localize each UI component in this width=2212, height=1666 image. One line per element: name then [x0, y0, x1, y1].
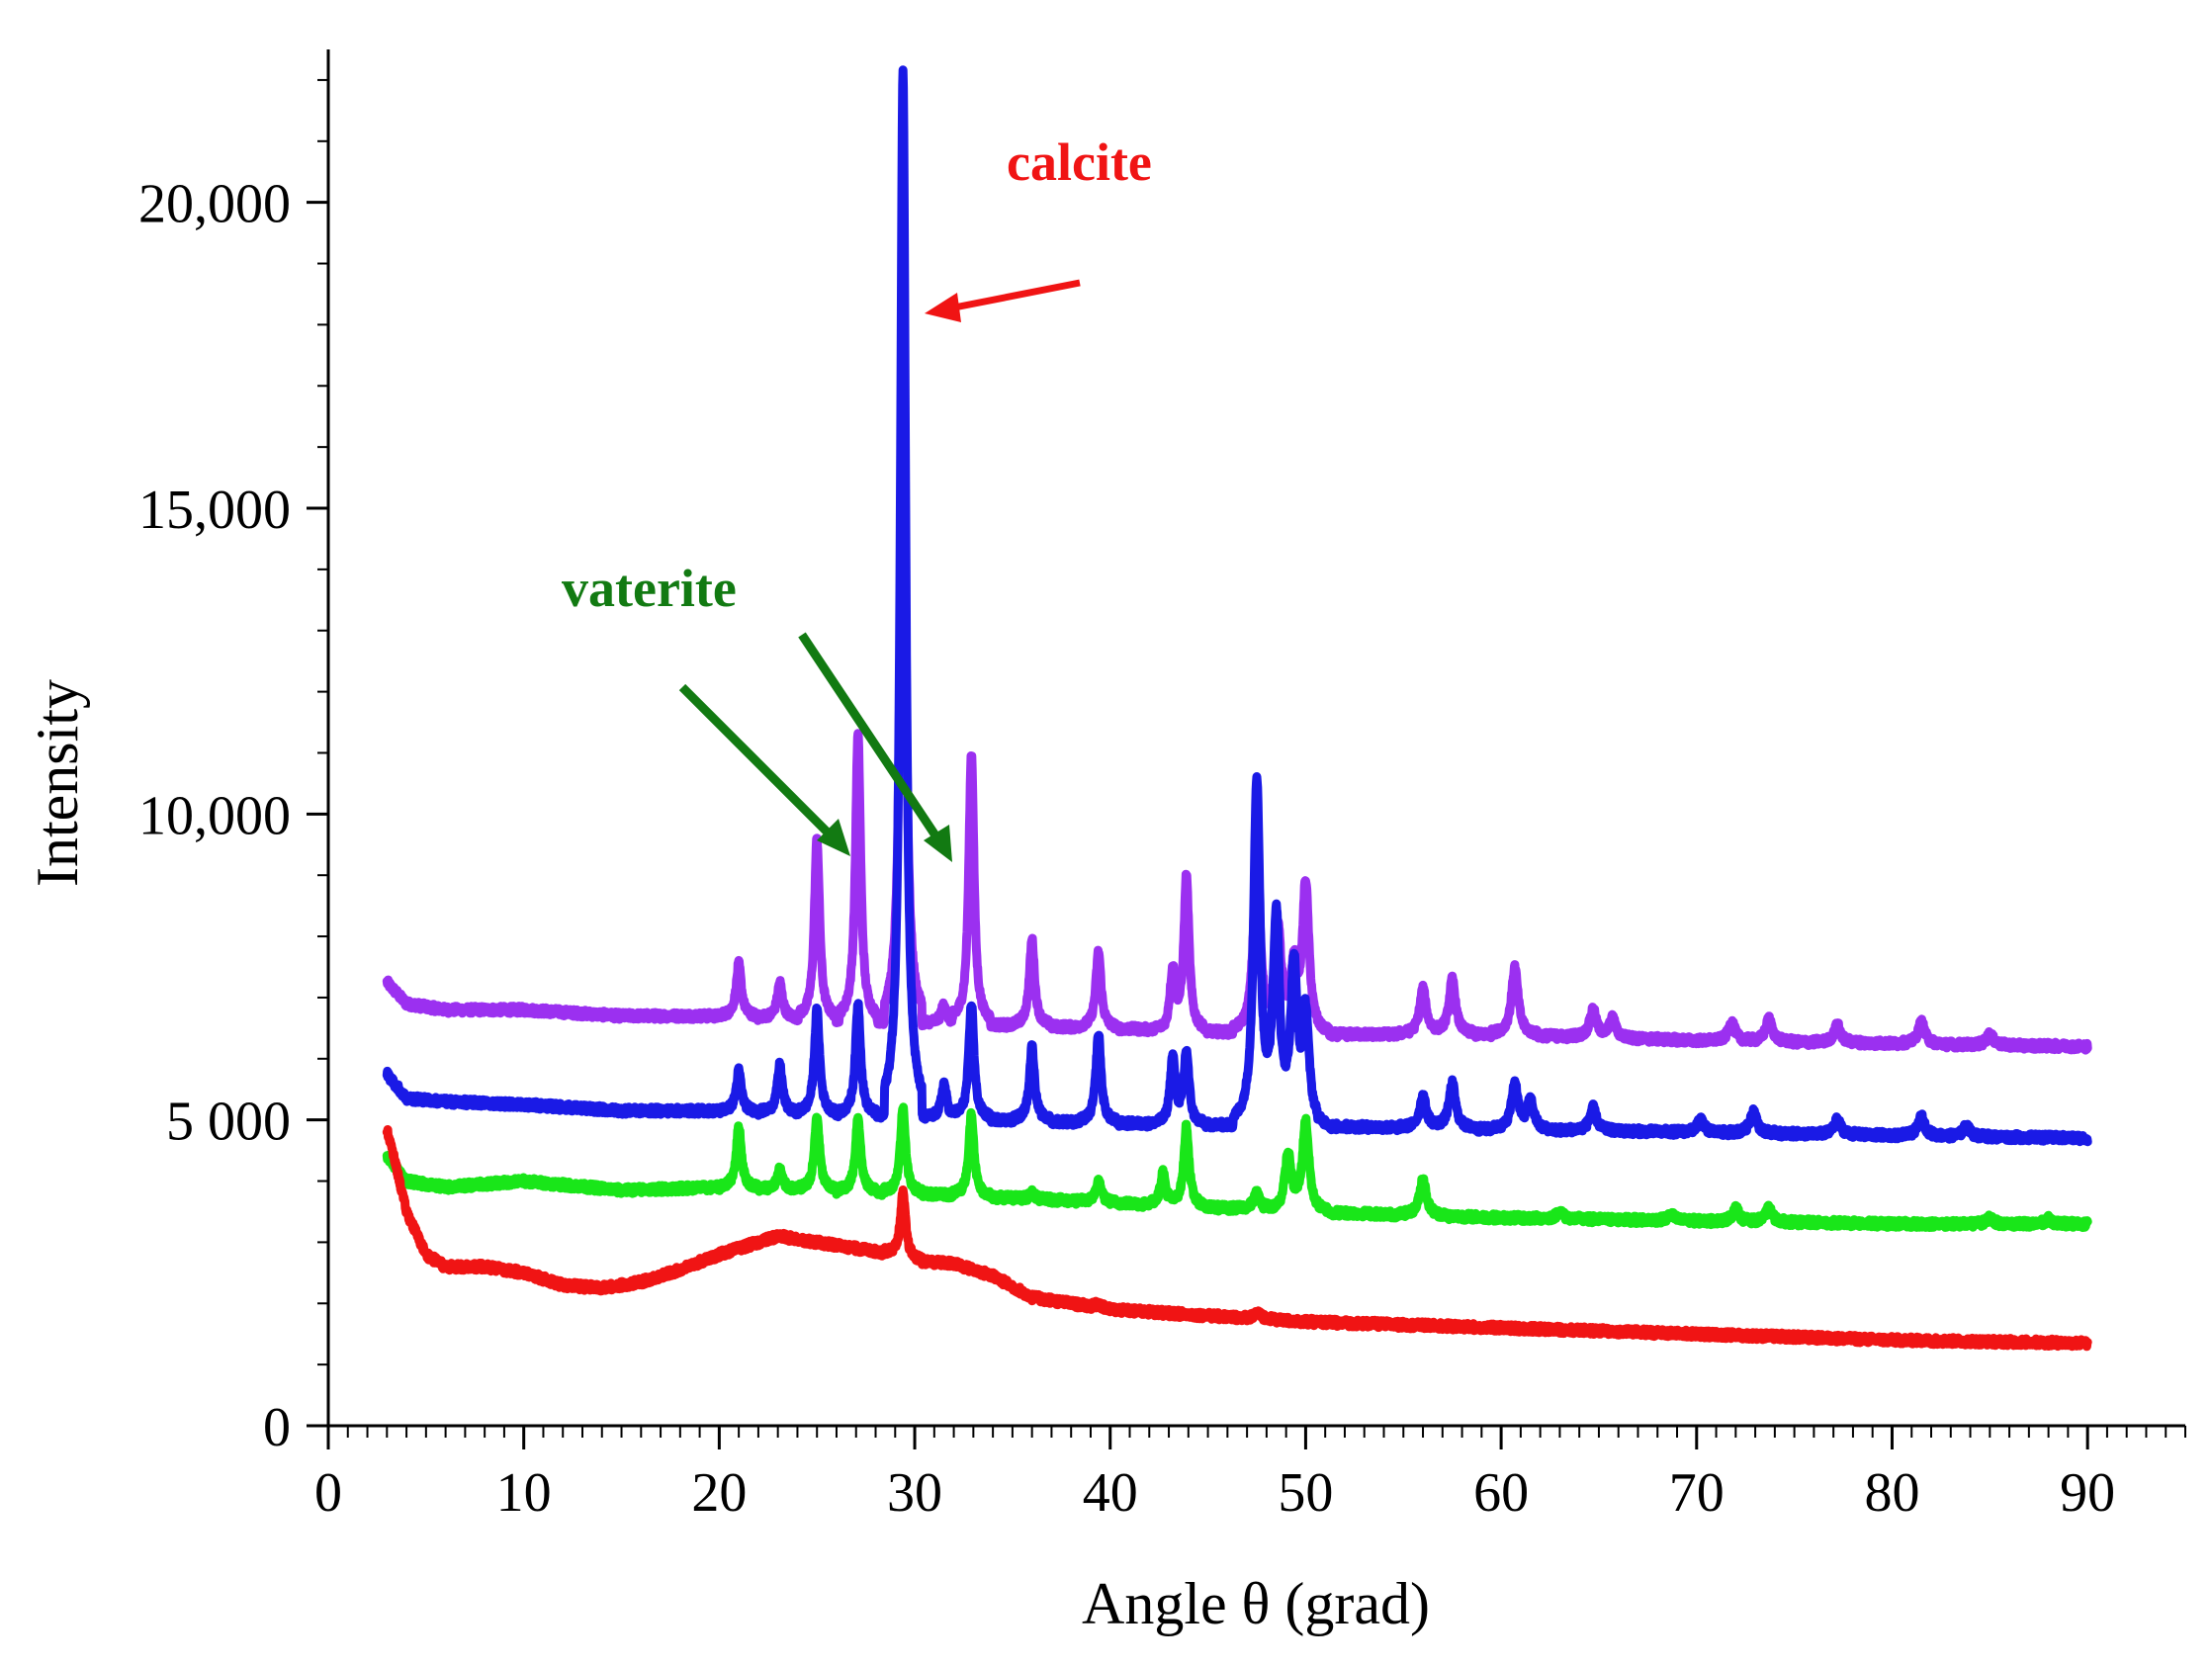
x-tick-label: 90	[2060, 1462, 2115, 1524]
vaterite-annotation-arrow	[798, 632, 941, 841]
series-line-green	[382, 1102, 2092, 1232]
x-tick-label: 80	[1864, 1462, 1919, 1524]
x-tick-label: 50	[1278, 1462, 1333, 1524]
y-tick-label: 10,000	[138, 785, 291, 846]
axes-layer	[326, 49, 2185, 1428]
series-layer	[382, 65, 2092, 1352]
calcite-arrow-head	[925, 293, 961, 322]
vaterite-annotation-label: vaterite	[562, 559, 737, 618]
series-line-purple	[382, 296, 2092, 1055]
y-tick-label: 0	[263, 1397, 291, 1458]
calcite-annotation-arrow	[948, 279, 1081, 312]
x-tick-label: 30	[887, 1462, 942, 1524]
vaterite-arrow-head	[924, 825, 952, 862]
annotation-layer: calcite vaterite	[562, 132, 1152, 862]
y-tick-label: 15,000	[138, 480, 291, 541]
series-line-blue	[382, 65, 2092, 1147]
vaterite-arrow-head	[817, 819, 850, 856]
vaterite-annotation-arrow	[678, 683, 835, 839]
x-axis-title: Angle θ (grad)	[1082, 1571, 1430, 1636]
x-tick-label: 10	[496, 1462, 552, 1524]
calcite-annotation-label: calcite	[1007, 132, 1152, 192]
x-tick-label: 60	[1473, 1462, 1529, 1524]
x-tick-label: 20	[691, 1462, 747, 1524]
x-tick-label: 0	[314, 1462, 342, 1524]
x-tick-label: 70	[1669, 1462, 1725, 1524]
series-line-red	[382, 1125, 2092, 1352]
y-tick-label: 20,000	[138, 174, 291, 235]
y-axis-title: Intensity	[25, 679, 90, 887]
ticks-layer: 0 10 20 30 40 50 60 70 80 90 0 5 000 10,000 15,000 20,…	[138, 78, 2186, 1524]
x-tick-label: 40	[1083, 1462, 1138, 1524]
y-tick-label: 5 000	[166, 1092, 291, 1153]
